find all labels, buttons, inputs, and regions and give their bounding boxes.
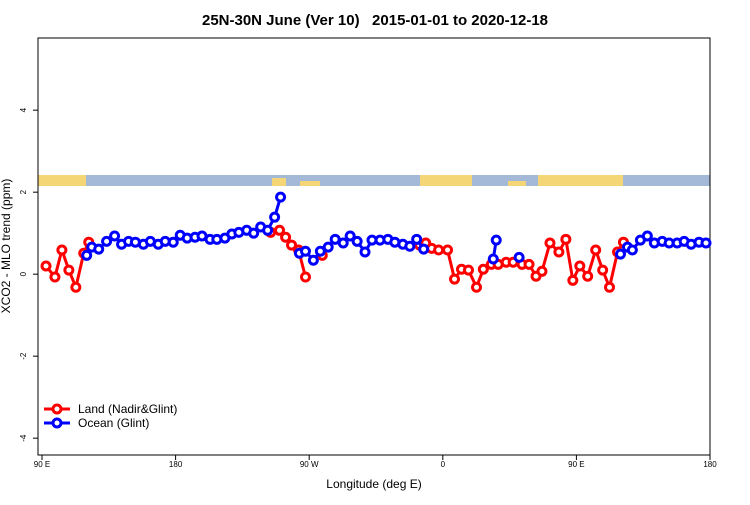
- point: [597, 264, 609, 276]
- x-axis-label: Longitude (deg E): [326, 477, 421, 491]
- point: [641, 230, 653, 242]
- point: [626, 244, 638, 256]
- legend-marker: [51, 417, 63, 429]
- point: [470, 281, 482, 293]
- point: [314, 245, 326, 257]
- legend-label: Ocean (Glint): [78, 416, 149, 430]
- y-axis-label: XCO2 - MLO trend (ppm): [0, 179, 13, 314]
- point: [553, 246, 565, 258]
- point: [442, 244, 454, 256]
- point: [81, 249, 93, 261]
- point: [536, 265, 548, 277]
- point: [523, 258, 535, 270]
- point: [490, 234, 502, 246]
- point: [344, 230, 356, 242]
- point: [248, 227, 260, 239]
- land-strip: [272, 178, 286, 186]
- land-strip: [300, 181, 320, 186]
- y-tick-label: -4: [19, 434, 28, 442]
- point: [449, 273, 461, 285]
- point: [351, 235, 363, 247]
- point: [49, 271, 61, 283]
- point: [63, 264, 75, 276]
- land-strip: [538, 175, 623, 186]
- x-tick-label: 90 E: [34, 460, 50, 469]
- chart-title: 25N-30N June (Ver 10) 2015-01-01 to 2020…: [202, 12, 548, 29]
- point: [487, 253, 499, 265]
- point: [275, 191, 287, 203]
- point: [604, 281, 616, 293]
- ocean-strip: [38, 175, 710, 186]
- land-strip: [508, 181, 526, 186]
- point: [262, 224, 274, 236]
- point: [418, 243, 430, 255]
- point: [337, 237, 349, 249]
- point: [700, 237, 712, 249]
- point: [167, 236, 179, 248]
- point: [433, 244, 445, 256]
- legend-marker: [51, 403, 63, 415]
- point: [462, 264, 474, 276]
- point: [590, 244, 602, 256]
- land-strip: [38, 175, 86, 186]
- x-tick-label: 180: [703, 460, 717, 469]
- x-tick-label: 0: [441, 460, 446, 469]
- y-tick-label: 2: [19, 189, 28, 194]
- point: [299, 245, 311, 257]
- x-tick-label: 90 E: [568, 460, 584, 469]
- point: [567, 274, 579, 286]
- point: [582, 270, 594, 282]
- x-tick-label: 180: [169, 460, 183, 469]
- point: [299, 271, 311, 283]
- y-tick-label: 4: [19, 107, 28, 112]
- point: [280, 231, 292, 243]
- point: [93, 243, 105, 255]
- point: [109, 230, 121, 242]
- point: [101, 235, 113, 247]
- point: [614, 248, 626, 260]
- point: [477, 263, 489, 275]
- line-piece: [85, 196, 282, 257]
- legend-label: Land (Nadir&Glint): [78, 402, 177, 416]
- point: [286, 239, 298, 251]
- point: [307, 254, 319, 266]
- land-mask-strip: [38, 175, 710, 186]
- point: [274, 224, 286, 236]
- y-tick-label: -2: [19, 352, 28, 360]
- point: [359, 246, 371, 258]
- y-tick-label: 0: [19, 271, 28, 276]
- point: [40, 260, 52, 272]
- land-strip: [420, 175, 472, 186]
- point: [404, 240, 416, 252]
- point: [574, 260, 586, 272]
- point: [56, 244, 68, 256]
- point: [513, 251, 525, 263]
- point: [411, 233, 423, 245]
- point: [70, 281, 82, 293]
- x-tick-label: 90 W: [300, 460, 319, 469]
- point: [560, 233, 572, 245]
- point: [269, 211, 281, 223]
- point: [544, 237, 556, 249]
- point: [322, 241, 334, 253]
